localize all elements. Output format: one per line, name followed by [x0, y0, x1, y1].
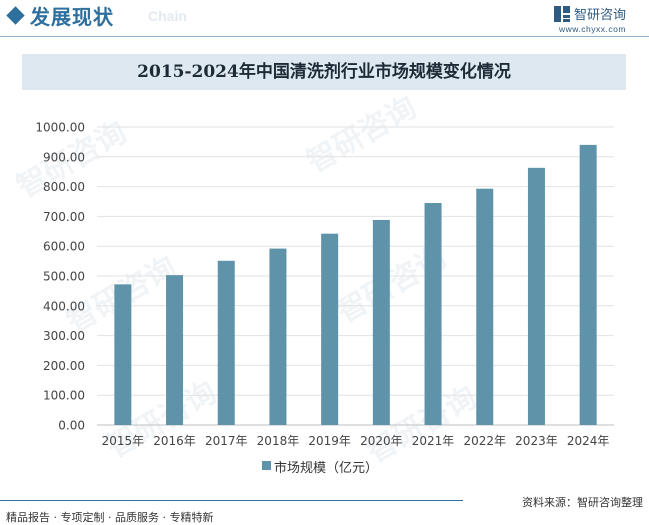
bar	[527, 167, 545, 426]
chart-title: 2015-2024年中国清洗剂行业市场规模变化情况	[137, 62, 511, 82]
x-tick-label: 2019年	[308, 434, 351, 448]
x-tick-label: 2015年	[102, 434, 145, 448]
chart-title-band: 2015-2024年中国清洗剂行业市场规模变化情况	[22, 54, 626, 90]
y-tick-label: 500.00	[43, 270, 85, 284]
brand: 智研咨询 www.chyxx.com	[553, 2, 643, 36]
x-tick-label: 2017年	[205, 434, 248, 448]
bar	[372, 219, 390, 425]
x-tick-label: 2024年	[567, 434, 610, 448]
header-divider	[0, 36, 649, 37]
x-tick-label: 2021年	[412, 434, 455, 448]
y-tick-label: 300.00	[43, 329, 85, 343]
legend-swatch	[262, 461, 271, 470]
y-tick-label: 800.00	[43, 180, 85, 194]
bar	[424, 202, 442, 425]
x-tick-label: 2022年	[463, 434, 506, 448]
y-tick-label: 100.00	[43, 389, 85, 403]
bar	[217, 260, 235, 425]
y-tick-label: 600.00	[43, 240, 85, 254]
brand-logo-icon	[554, 6, 570, 22]
brand-url: www.chyxx.com	[559, 24, 626, 34]
y-tick-label: 0.00	[58, 419, 85, 433]
bar	[476, 188, 494, 425]
section-subtitle: Chain	[148, 8, 187, 24]
bar	[579, 144, 597, 425]
section-title: 发展现状	[30, 5, 114, 29]
y-tick-label: 900.00	[43, 150, 85, 164]
y-tick-label: 700.00	[43, 210, 85, 224]
x-tick-label: 2020年	[360, 434, 403, 448]
footer-source: 资料来源：智研咨询整理	[522, 496, 643, 509]
y-tick-label: 1000.00	[35, 121, 85, 135]
bar	[114, 284, 132, 425]
header: 发展现状 Chain 智研咨询 www.chyxx.com	[0, 0, 649, 36]
brand-name: 智研咨询	[574, 8, 627, 23]
bar	[321, 233, 339, 425]
bar	[166, 275, 184, 425]
x-tick-label: 2016年	[153, 434, 196, 448]
footer-tags: 精品报告 · 专项定制 · 品质服务 · 专精特新	[6, 511, 214, 524]
x-tick-label: 2023年	[515, 434, 558, 448]
bar	[269, 248, 287, 425]
y-tick-label: 400.00	[43, 299, 85, 313]
x-tick-label: 2018年	[257, 434, 300, 448]
y-tick-label: 200.00	[43, 359, 85, 373]
footer-divider	[0, 500, 463, 501]
legend-label: 市场规模（亿元）	[274, 461, 379, 476]
